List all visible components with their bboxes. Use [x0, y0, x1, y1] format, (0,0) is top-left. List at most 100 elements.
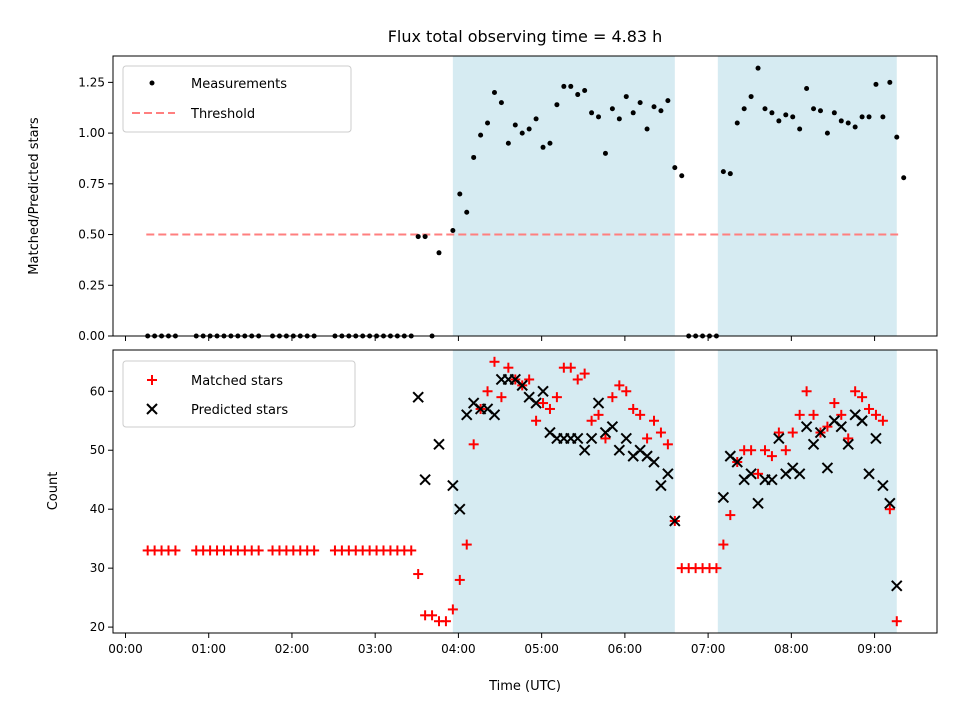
measurement-point	[824, 130, 830, 136]
matched-star-point	[600, 433, 611, 444]
ratio-x-ticks	[124, 336, 876, 341]
matched-star-point	[718, 539, 729, 550]
matched-star-point	[496, 392, 507, 403]
count-panel: 20 30 40 50 60 00:00 01:00 02:00 03:00 04:00 05:0…	[46, 349, 938, 694]
predicted-star-point	[433, 438, 445, 451]
predicted-star-point	[669, 515, 681, 527]
legend-predicted-label: Predicted stars	[191, 403, 288, 418]
measurement-point	[720, 169, 726, 175]
predicted-star-point	[488, 409, 501, 421]
matched-star-point	[489, 356, 500, 367]
matched-star-point	[572, 374, 583, 385]
predicted-star-point	[793, 468, 806, 480]
predicted-star-point	[731, 456, 743, 468]
measurement-point	[866, 114, 872, 120]
ratio-y-axis-label: Matched/Predicted stars	[27, 117, 42, 275]
matched-star-point	[891, 616, 902, 627]
x-tick-label: 01:00	[191, 642, 226, 656]
measurement-point	[471, 154, 477, 160]
matched-star-point	[864, 403, 875, 414]
predicted-star-point	[412, 391, 424, 403]
predicted-star-point	[454, 503, 466, 515]
measurement-point	[783, 112, 789, 118]
measurement-point	[505, 140, 511, 146]
predicted-star-point	[766, 474, 778, 486]
observing-window-1	[452, 350, 675, 633]
matched-star-point	[593, 409, 604, 420]
predicted-star-point	[863, 468, 875, 480]
measurement-point	[589, 110, 595, 116]
matched-star-point	[836, 409, 847, 420]
measurement-point	[651, 104, 657, 110]
observing-window-shading-bottom	[452, 350, 897, 633]
predicted-star-point	[745, 468, 757, 480]
count-points	[142, 356, 903, 627]
matched-star-point	[746, 445, 757, 456]
ratio-legend-box	[122, 65, 352, 133]
x-tick-label: 08:00	[774, 642, 809, 656]
y-tick-label: 0.50	[78, 228, 105, 242]
matched-star-point	[544, 403, 555, 414]
count-legend: Matched stars Predicted stars	[122, 360, 356, 428]
matched-star-point	[413, 569, 424, 580]
predicted-star-point	[835, 420, 847, 433]
measurement-point	[568, 83, 574, 89]
predicted-star-point	[530, 397, 542, 409]
ratio-panel: 0.00 0.25 0.50 0.75 1.00 1.25 Matched/Predict…	[27, 55, 938, 343]
measurement-point	[644, 126, 650, 132]
observing-window-shading	[452, 56, 897, 336]
measurement-point	[887, 79, 893, 85]
measurement-point	[852, 124, 858, 130]
matched-star-point	[635, 409, 646, 420]
count-legend-box	[122, 360, 356, 428]
matched-star-point	[524, 374, 535, 385]
matched-star-point	[503, 362, 514, 373]
predicted-star-point	[585, 432, 598, 445]
predicted-star-point	[592, 397, 605, 409]
matched-star-point	[877, 415, 888, 426]
predicted-star-point	[870, 432, 882, 445]
y-tick-label: 1.25	[78, 75, 105, 89]
measurement-point	[575, 92, 581, 98]
matched-star-point	[766, 451, 777, 462]
matched-star-point	[309, 545, 320, 556]
matched-star-point	[531, 415, 542, 426]
measurement-point	[769, 110, 775, 116]
measurement-point	[797, 126, 803, 132]
x-tick-label: 07:00	[691, 642, 726, 656]
measurement-point	[478, 132, 484, 138]
measurement-point	[755, 65, 761, 71]
measurement-point	[901, 175, 907, 181]
matched-star-point	[787, 427, 798, 438]
measurement-point	[630, 110, 636, 116]
predicted-star-point	[648, 456, 660, 468]
predicted-star-point	[877, 479, 889, 492]
measurement-point	[526, 126, 532, 132]
matched-star-point	[621, 386, 632, 397]
y-tick-label: 30	[90, 561, 105, 575]
measurement-point	[498, 100, 504, 106]
predicted-star-point	[717, 491, 730, 504]
measurement-point	[741, 106, 747, 112]
count-y-ticks: 20 30 40 50 60	[90, 384, 113, 634]
matched-star-point	[440, 616, 451, 627]
measurement-point	[859, 114, 865, 120]
matched-star-point	[579, 368, 590, 379]
matched-star-point	[850, 386, 861, 397]
matched-star-point	[759, 445, 770, 456]
measurement-point	[658, 108, 664, 114]
y-tick-label: 60	[90, 384, 105, 398]
matched-star-point	[655, 427, 666, 438]
predicted-star-point	[447, 479, 459, 492]
y-tick-label: 0.00	[78, 329, 105, 343]
measurement-point	[679, 173, 685, 179]
measurement-point	[831, 110, 837, 116]
measurement-point	[727, 171, 733, 177]
legend-predicted-marker	[146, 403, 158, 415]
matched-star-point	[843, 433, 854, 444]
measurement-point	[450, 227, 456, 233]
measurement-point	[596, 114, 602, 120]
matched-star-point	[406, 545, 417, 556]
measurement-point	[776, 118, 782, 124]
measurement-point	[845, 120, 851, 126]
